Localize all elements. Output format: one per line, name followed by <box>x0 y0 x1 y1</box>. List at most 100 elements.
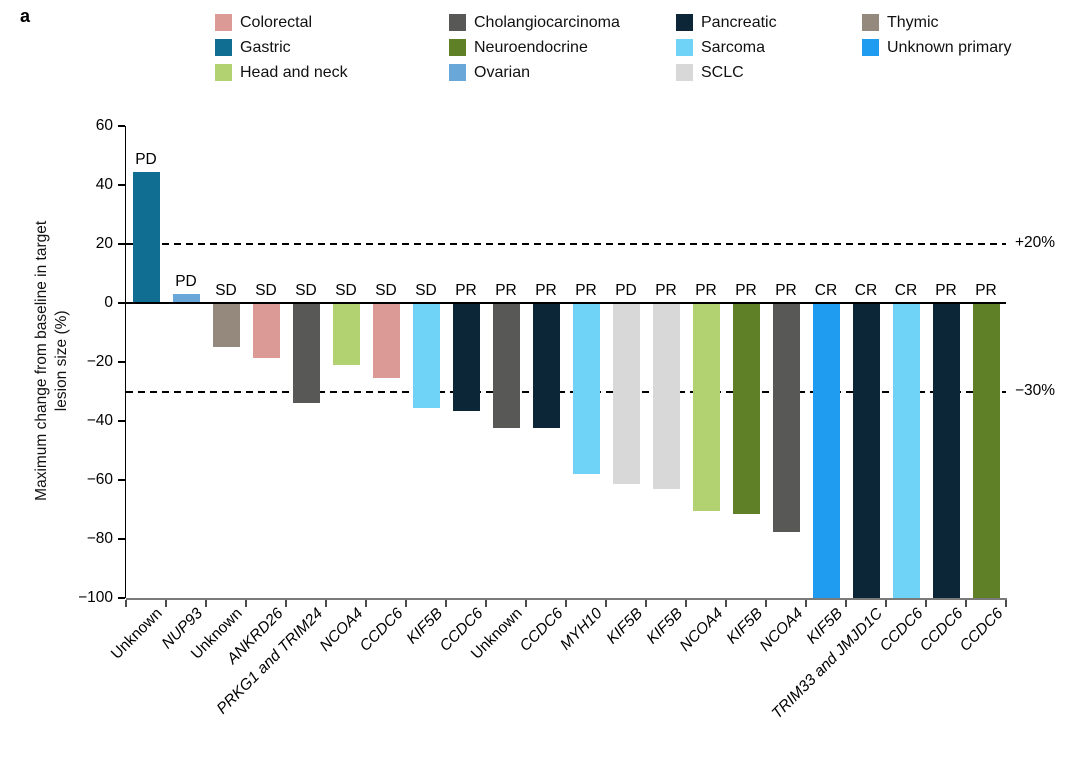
y-axis-tick <box>118 184 125 186</box>
legend-column: Colorectal Gastric Head and neck <box>215 14 348 81</box>
x-axis-label: KIF5B <box>603 605 647 648</box>
response-label: PR <box>535 282 557 299</box>
y-axis-line <box>124 126 126 598</box>
legend-label: Colorectal <box>240 14 313 31</box>
y-axis-tick-label: −60 <box>86 470 113 488</box>
bar <box>452 303 480 411</box>
reference-line-label: +20% <box>1015 234 1056 251</box>
legend-swatch-icon <box>215 39 232 56</box>
x-axis-tick <box>845 599 847 607</box>
response-label: SD <box>215 282 237 299</box>
x-axis-label: CCDC6 <box>356 605 407 655</box>
y-axis-tick-label: 60 <box>95 116 113 134</box>
bar <box>252 303 280 358</box>
bar <box>692 303 720 511</box>
response-label: PR <box>575 282 597 299</box>
x-axis-tick <box>485 599 487 607</box>
x-axis-label: NCOA4 <box>756 605 807 655</box>
y-axis-tick-label: −80 <box>86 529 113 547</box>
response-label: PR <box>935 282 957 299</box>
legend-column: Cholangiocarcinoma Neuroendocrine Ovarian <box>449 14 620 81</box>
legend-item: Colorectal <box>215 14 348 31</box>
legend-swatch-icon <box>862 14 879 31</box>
legend-item: Neuroendocrine <box>449 39 620 56</box>
reference-line <box>126 390 1006 393</box>
legend-item: Ovarian <box>449 64 620 81</box>
y-axis-tick <box>118 597 125 599</box>
panel-label: a <box>20 6 31 26</box>
legend-item: Cholangiocarcinoma <box>449 14 620 31</box>
y-axis-tick-label: 40 <box>95 175 113 193</box>
x-axis-tick <box>685 599 687 607</box>
x-axis-label: MYH10 <box>557 605 607 654</box>
bar <box>932 303 960 598</box>
x-axis-line <box>126 598 1007 600</box>
x-axis-tick <box>725 599 727 607</box>
bar <box>652 303 680 489</box>
legend-swatch-icon <box>862 39 879 56</box>
y-axis-tick-label: −100 <box>78 588 113 606</box>
legend-swatch-icon <box>676 14 693 31</box>
legend-item: Sarcoma <box>676 39 777 56</box>
legend-label: Gastric <box>240 39 291 56</box>
y-axis-tick-label: 0 <box>104 293 113 311</box>
x-axis-tick <box>645 599 647 607</box>
x-axis-label: Unknown <box>108 605 167 663</box>
x-axis-label: NCOA4 <box>316 605 367 655</box>
bar <box>572 303 600 475</box>
y-axis-tick <box>118 243 125 245</box>
legend-swatch-icon <box>676 64 693 81</box>
legend-item: SCLC <box>676 64 777 81</box>
legend-label: Neuroendocrine <box>474 39 588 56</box>
x-axis-tick <box>405 599 407 607</box>
response-label: CR <box>894 282 918 299</box>
x-axis-tick <box>925 599 927 607</box>
legend-label: Sarcoma <box>701 39 766 56</box>
legend-item: Unknown primary <box>862 39 1011 56</box>
bar <box>212 303 240 348</box>
x-axis-tick <box>165 599 167 607</box>
x-axis-label: CCDC6 <box>876 605 927 655</box>
bar <box>532 303 560 429</box>
x-axis-label: CCDC6 <box>516 605 567 655</box>
bar <box>172 294 200 303</box>
y-axis-tick <box>118 302 125 304</box>
response-label: SD <box>255 282 277 299</box>
x-axis-tick <box>205 599 207 607</box>
response-label: PD <box>175 273 197 291</box>
x-axis-tick <box>805 599 807 607</box>
legend-swatch-icon <box>215 14 232 31</box>
bar <box>492 303 520 429</box>
y-axis-tick-label: −40 <box>86 411 113 429</box>
x-axis-tick <box>245 599 247 607</box>
x-axis-tick <box>445 599 447 607</box>
y-axis-tick <box>118 361 125 363</box>
legend-swatch-icon <box>676 39 693 56</box>
x-axis-tick <box>885 599 887 607</box>
x-axis-tick <box>365 599 367 607</box>
bar <box>372 303 400 379</box>
legend-label: Head and neck <box>240 64 348 81</box>
legend-label: SCLC <box>701 64 744 81</box>
response-label: SD <box>375 282 397 299</box>
x-axis-label: CCDC6 <box>956 605 1007 655</box>
legend-swatch-icon <box>449 64 466 81</box>
x-axis-tick <box>525 599 527 607</box>
response-label: PR <box>735 282 757 299</box>
response-label: PR <box>455 282 477 299</box>
y-axis-tick <box>118 479 125 481</box>
x-axis-tick <box>565 599 567 607</box>
response-label: PR <box>975 282 997 299</box>
response-label: PR <box>655 282 677 299</box>
legend-item: Head and neck <box>215 64 348 81</box>
legend-label: Ovarian <box>474 64 531 81</box>
zero-line <box>126 301 1006 305</box>
legend-label: Unknown primary <box>887 39 1012 56</box>
bar <box>292 303 320 404</box>
bar <box>332 303 360 365</box>
response-label: PD <box>135 150 157 168</box>
legend-swatch-icon <box>215 64 232 81</box>
legend-label: Pancreatic <box>701 14 777 31</box>
